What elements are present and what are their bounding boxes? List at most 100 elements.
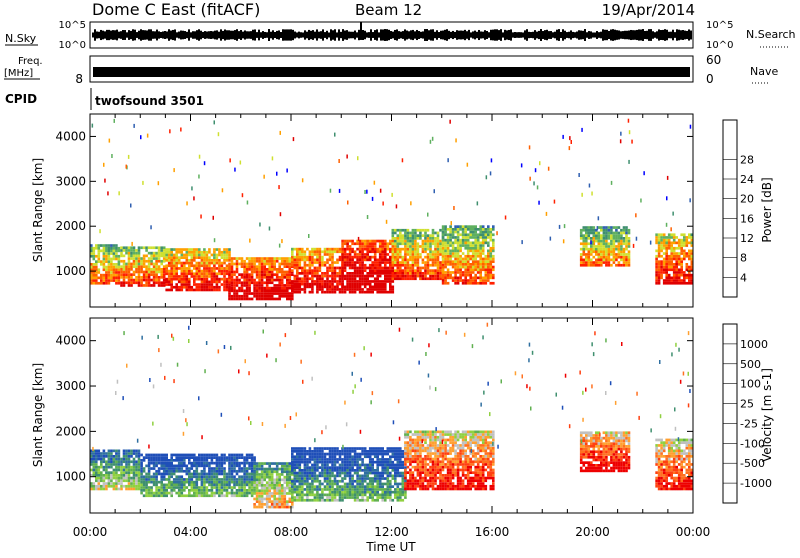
data-cell bbox=[404, 267, 407, 270]
data-cell bbox=[143, 276, 146, 279]
data-cell bbox=[462, 274, 465, 277]
data-cell bbox=[675, 242, 678, 245]
data-cell bbox=[281, 295, 284, 298]
data-cell bbox=[201, 454, 204, 457]
data-cell bbox=[248, 276, 251, 279]
data-cell bbox=[100, 260, 103, 263]
data-cell bbox=[329, 485, 332, 488]
nsky-sample bbox=[300, 32, 302, 38]
data-cell bbox=[268, 257, 271, 260]
data-cell bbox=[123, 479, 126, 482]
data-cell bbox=[271, 495, 274, 498]
scatter-cell bbox=[269, 227, 271, 231]
data-cell bbox=[610, 253, 613, 256]
data-cell bbox=[163, 284, 166, 287]
data-cell bbox=[243, 470, 246, 473]
data-cell bbox=[490, 233, 493, 236]
nsky-sample bbox=[154, 31, 156, 38]
scatter-cell bbox=[386, 220, 388, 224]
data-cell bbox=[150, 260, 153, 263]
data-cell bbox=[472, 242, 475, 245]
data-cell bbox=[414, 232, 417, 235]
data-cell bbox=[444, 252, 447, 255]
data-cell bbox=[321, 496, 324, 499]
data-cell bbox=[299, 261, 302, 264]
data-cell bbox=[218, 486, 221, 489]
scatter-cell bbox=[581, 128, 583, 132]
data-cell bbox=[354, 250, 357, 253]
data-cell bbox=[331, 466, 334, 469]
data-cell bbox=[216, 256, 219, 259]
data-cell bbox=[608, 232, 611, 235]
data-cell bbox=[150, 494, 153, 497]
data-cell bbox=[301, 253, 304, 256]
data-cell bbox=[316, 491, 319, 494]
data-cell bbox=[175, 278, 178, 281]
data-cell bbox=[474, 231, 477, 234]
data-cell bbox=[399, 232, 402, 235]
data-cell bbox=[208, 484, 211, 487]
data-cell bbox=[284, 271, 287, 274]
data-cell bbox=[301, 477, 304, 480]
data-cell bbox=[364, 245, 367, 248]
data-cell bbox=[231, 473, 234, 476]
data-cell bbox=[286, 468, 289, 471]
data-cell bbox=[329, 469, 332, 472]
data-cell bbox=[593, 248, 596, 251]
data-cell bbox=[155, 494, 158, 497]
data-cell bbox=[399, 261, 402, 264]
data-cell bbox=[170, 462, 173, 465]
data-cell bbox=[281, 292, 284, 295]
data-cell bbox=[316, 499, 319, 502]
data-cell bbox=[108, 474, 111, 477]
data-cell bbox=[160, 492, 163, 495]
data-cell bbox=[218, 281, 221, 284]
data-cell bbox=[216, 489, 219, 492]
data-cell bbox=[414, 259, 417, 262]
nsky-sample bbox=[112, 30, 114, 40]
data-cell bbox=[243, 489, 246, 492]
data-cell bbox=[447, 258, 450, 261]
data-cell bbox=[296, 491, 299, 494]
data-cell bbox=[369, 248, 372, 251]
data-cell bbox=[324, 250, 327, 253]
data-cell bbox=[183, 454, 186, 457]
data-cell bbox=[311, 491, 314, 494]
data-cell bbox=[118, 260, 121, 263]
data-cell bbox=[344, 269, 347, 272]
data-cell bbox=[678, 274, 681, 277]
data-cell bbox=[160, 271, 163, 274]
data-cell bbox=[261, 476, 264, 479]
data-cell bbox=[175, 248, 178, 251]
data-cell bbox=[309, 283, 312, 286]
data-cell bbox=[236, 454, 239, 457]
data-cell bbox=[175, 456, 178, 459]
data-cell bbox=[668, 242, 671, 245]
data-cell bbox=[316, 496, 319, 499]
data-cell bbox=[165, 254, 168, 257]
data-cell bbox=[103, 458, 106, 461]
data-cell bbox=[331, 275, 334, 278]
data-cell bbox=[329, 269, 332, 272]
data-cell bbox=[464, 282, 467, 285]
data-cell bbox=[319, 256, 322, 259]
nsky-sample bbox=[324, 32, 326, 38]
data-cell bbox=[173, 270, 176, 273]
data-cell bbox=[231, 459, 234, 462]
data-cell bbox=[276, 284, 279, 287]
data-cell bbox=[628, 245, 631, 248]
data-cell bbox=[301, 494, 304, 497]
data-cell bbox=[472, 271, 475, 274]
nsky-sample bbox=[252, 30, 254, 41]
data-cell bbox=[469, 258, 472, 261]
data-cell bbox=[135, 252, 138, 255]
data-cell bbox=[186, 473, 189, 476]
data-cell bbox=[145, 478, 148, 481]
data-cell bbox=[268, 295, 271, 298]
nsky-sample bbox=[146, 30, 148, 39]
data-cell bbox=[165, 454, 168, 457]
data-cell bbox=[186, 262, 189, 265]
scatter-cell bbox=[635, 213, 637, 217]
data-cell bbox=[188, 286, 191, 289]
data-cell bbox=[304, 450, 307, 453]
